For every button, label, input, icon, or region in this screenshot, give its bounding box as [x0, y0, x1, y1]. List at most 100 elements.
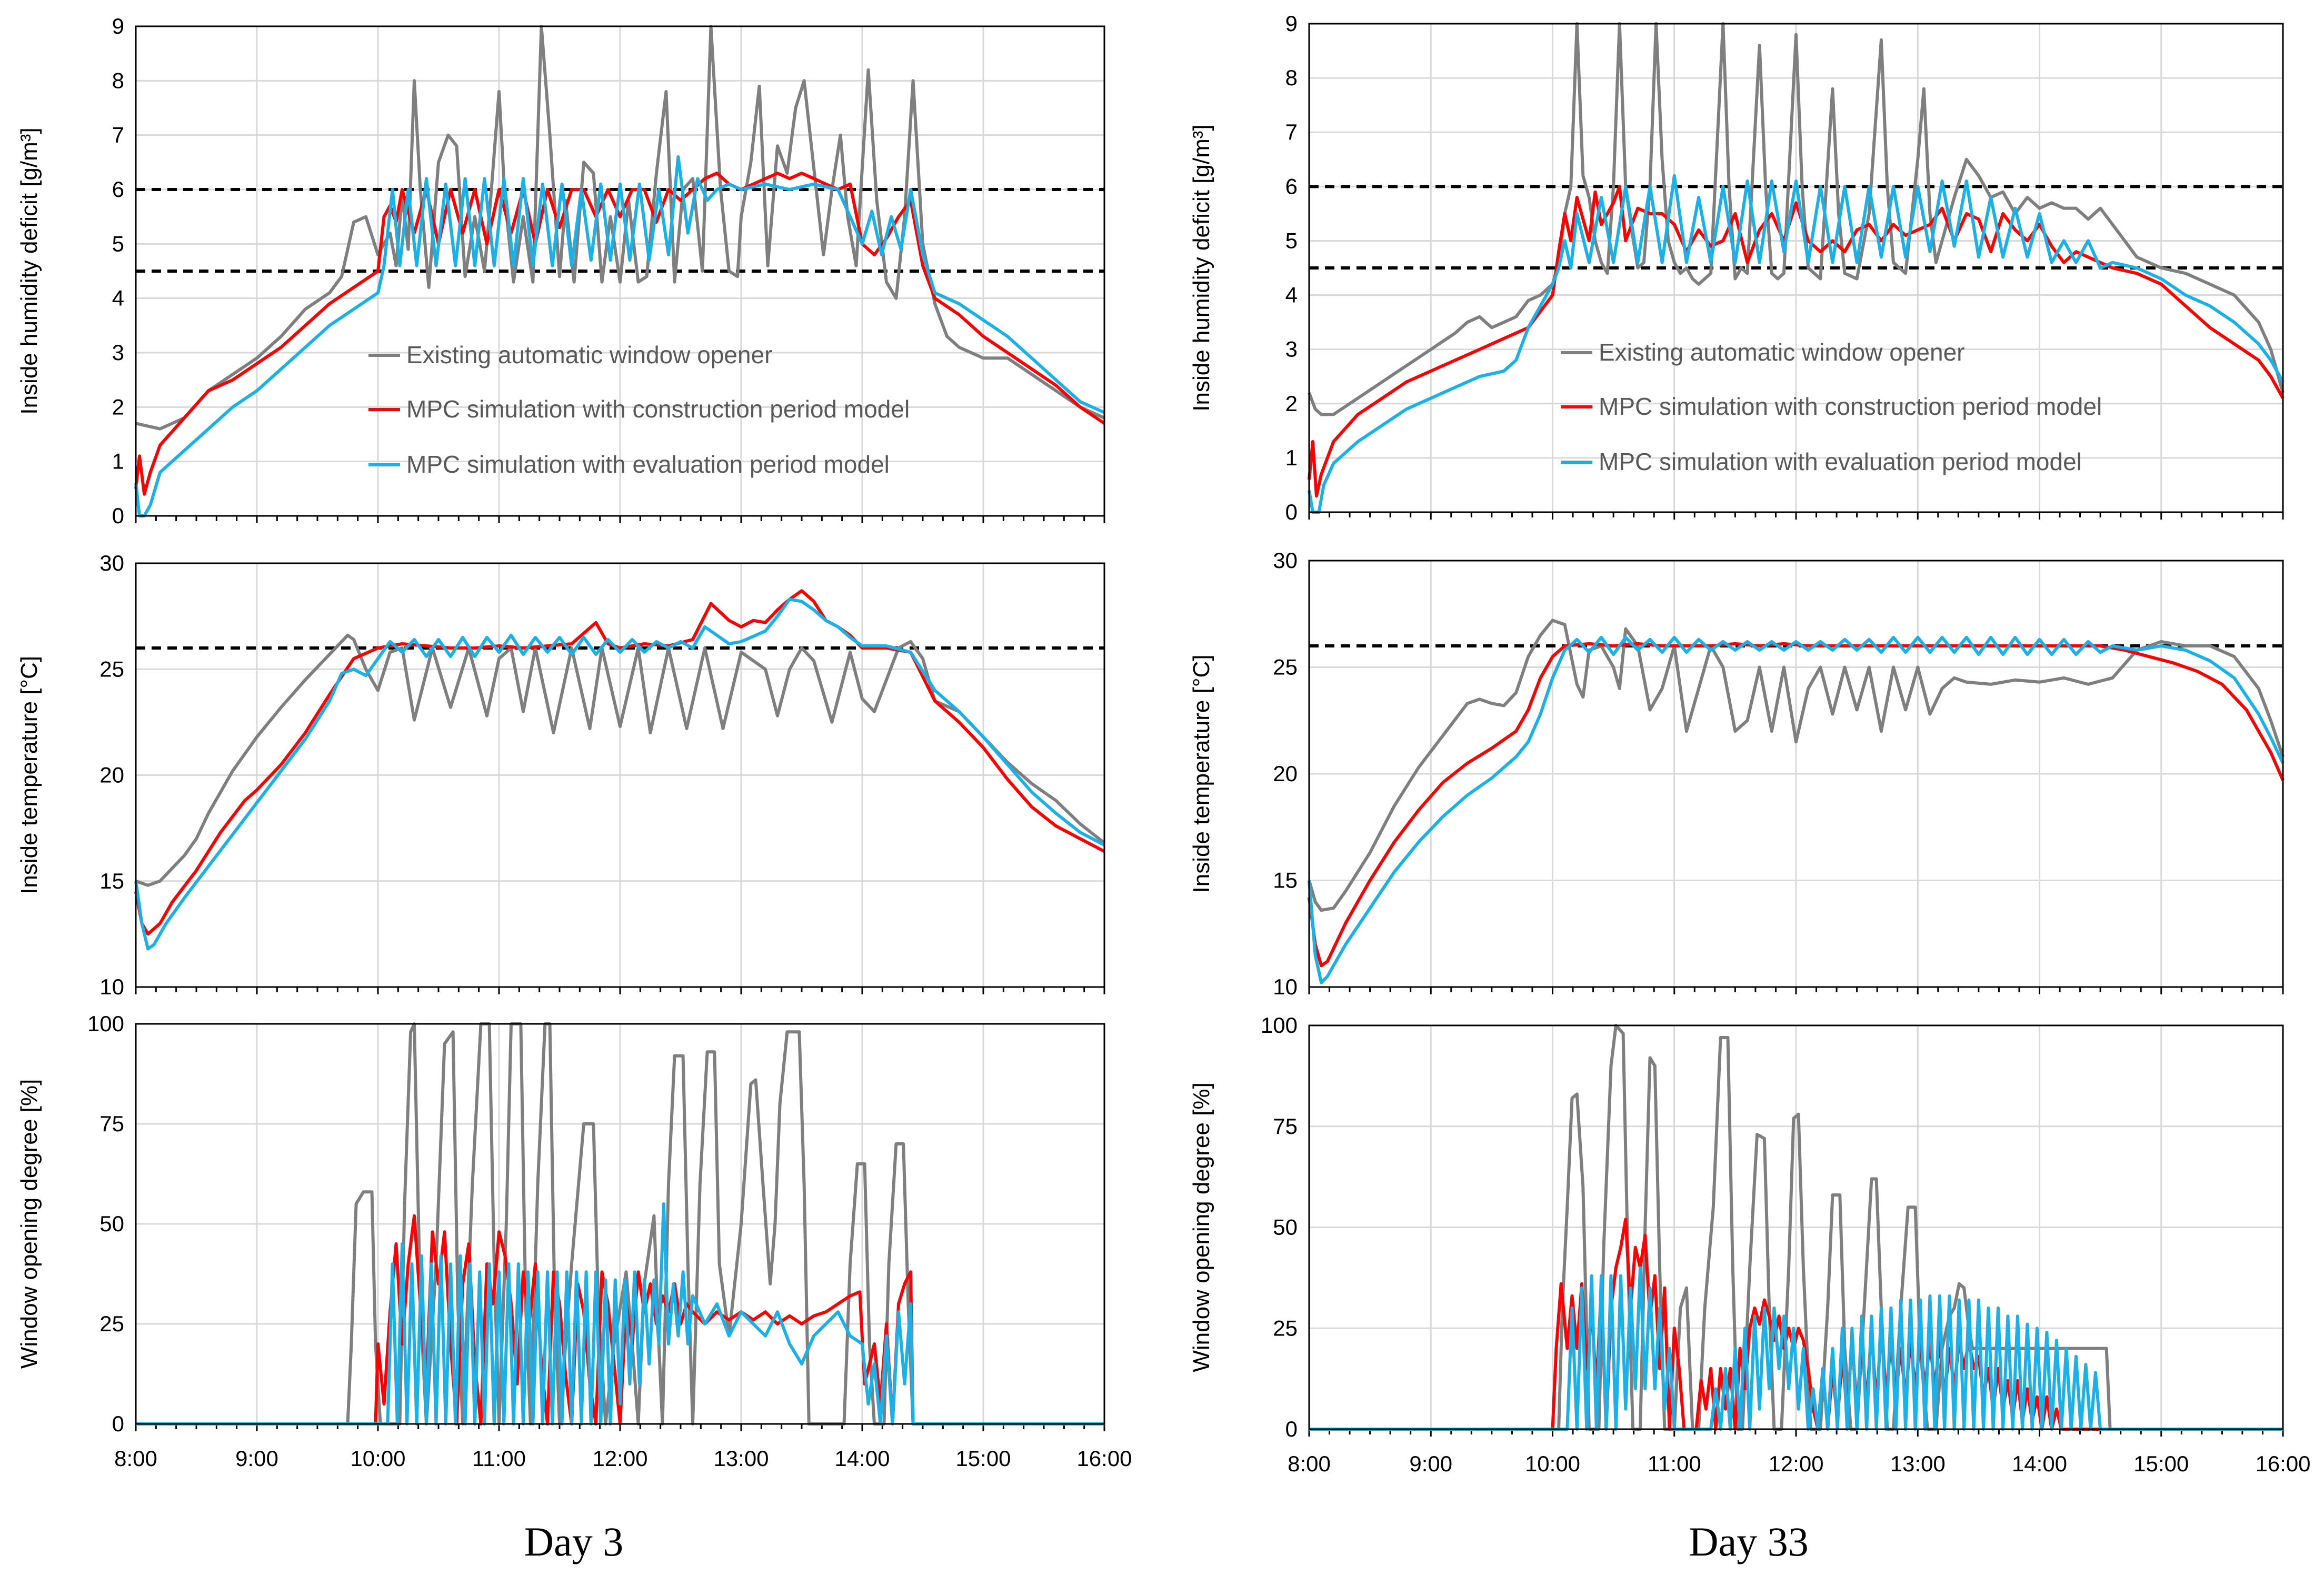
- legend-label-construction: MPC simulation with construction period …: [1599, 393, 2102, 420]
- x-tick-label: 8:00: [1288, 1451, 1331, 1476]
- series-evaluation: [1308, 635, 2285, 984]
- x-tick-label: 9:00: [235, 1446, 278, 1471]
- series-existing: [1308, 22, 2285, 416]
- y-axis-title: Window opening degree [%]: [16, 1079, 42, 1369]
- plot-frame: [1308, 23, 2284, 513]
- y-tick-label: 6: [112, 177, 124, 202]
- x-tick-label: 13:00: [713, 1446, 769, 1471]
- x-tick-label: 16:00: [1076, 1446, 1132, 1471]
- x-tick-label: 15:00: [955, 1446, 1011, 1471]
- legend-label-existing: Existing automatic window opener: [406, 341, 772, 368]
- x-tick-label: 11:00: [472, 1446, 526, 1471]
- y-tick-label: 5: [1285, 228, 1298, 253]
- x-tick-label: 9:00: [1409, 1451, 1452, 1476]
- legend-label-existing: Existing automatic window opener: [1599, 338, 1964, 366]
- x-tick-label: 16:00: [2255, 1451, 2310, 1476]
- series-construction: [1308, 642, 2285, 968]
- x-tick-label: 12:00: [1768, 1451, 1823, 1476]
- y-tick-label: 100: [87, 1011, 124, 1036]
- y-tick-label: 15: [1273, 868, 1298, 893]
- series-existing: [1308, 619, 2285, 912]
- plot-frame: [135, 25, 1105, 517]
- y-tick-label: 0: [1285, 500, 1298, 524]
- x-tick-label: 14:00: [2012, 1451, 2067, 1476]
- y-tick-label: 5: [112, 231, 124, 256]
- legend-label-evaluation: MPC simulation with evaluation period mo…: [406, 451, 890, 478]
- y-tick-label: 8: [112, 68, 124, 93]
- y-tick-label: 75: [1273, 1114, 1298, 1139]
- minor-ticks: [135, 516, 1105, 523]
- x-tick-label: 10:00: [1525, 1451, 1580, 1476]
- y-tick-label: 0: [112, 503, 124, 528]
- x-tick-label: 15:00: [2133, 1451, 2189, 1476]
- y-tick-label: 75: [99, 1111, 124, 1136]
- y-tick-label: 7: [1285, 119, 1298, 144]
- y-tick-label: 10: [99, 974, 124, 999]
- panel-1: 0 1 2 3 4 5 6 7 8 9 Inside humidity deficit [g/m³]…: [1189, 11, 2285, 524]
- plot-frame: [1308, 1024, 2284, 1430]
- panel-2: 10 15 20 25 30 Inside temperature [°C]: [16, 551, 1105, 999]
- y-tick-label: 100: [1261, 1013, 1298, 1038]
- x-tick-label: 13:00: [1890, 1451, 1946, 1476]
- y-tick-label: 9: [112, 14, 124, 38]
- y-tick-label: 25: [99, 656, 124, 681]
- y-tick-label: 0: [112, 1411, 124, 1436]
- plot-frame: [135, 562, 1105, 988]
- y-tick-label: 50: [99, 1211, 124, 1236]
- chart-day3: 0 1 2 3 4 5 6 7 8 9 Inside humidity deficit [g/m³]…: [16, 14, 1132, 1564]
- series-construction: [134, 172, 1105, 496]
- y-tick-label: 25: [1273, 655, 1298, 680]
- y-tick-label: 30: [1273, 548, 1298, 573]
- y-axis-title: Inside humidity deficit [g/m³]: [1189, 124, 1214, 411]
- y-tick-label: 20: [99, 763, 124, 788]
- minor-ticks: [1308, 512, 2284, 520]
- y-tick-label: 4: [1285, 283, 1298, 307]
- x-tick-label: 11:00: [1648, 1451, 1701, 1476]
- series-evaluation: [134, 155, 1105, 517]
- y-tick-label: 50: [1273, 1215, 1298, 1240]
- panel-1: 0 1 2 3 4 5 6 7 8 9 Inside humidity deficit [g/m³]…: [16, 14, 1105, 528]
- grid: [135, 1023, 1105, 1425]
- panel-2: 10 15 20 25 30 Inside temperature [°C]: [1189, 548, 2285, 999]
- y-tick-label: 3: [112, 340, 124, 365]
- y-tick-label: 8: [1285, 65, 1298, 90]
- y-axis-title: Inside humidity deficit [g/m³]: [16, 127, 42, 414]
- legend: Existing automatic window opener MPC simu…: [368, 341, 910, 478]
- y-tick-label: 1: [112, 449, 124, 474]
- legend-label-construction: MPC simulation with construction period …: [406, 395, 910, 423]
- panel-3: 0 25 50 75 100 Window opening degree [%] 8:00 9…: [16, 1011, 1132, 1471]
- y-tick-label: 0: [1285, 1417, 1298, 1441]
- y-tick-label: 1: [1285, 445, 1298, 470]
- y-tick-label: 15: [99, 869, 124, 893]
- series-construction: [1308, 185, 2285, 498]
- y-tick-label: 3: [1285, 337, 1298, 362]
- chart-day33: 0 1 2 3 4 5 6 7 8 9 Inside humidity deficit [g/m³]…: [1189, 11, 2311, 1564]
- legend: Existing automatic window opener MPC simu…: [1561, 338, 2102, 475]
- y-tick-label: 10: [1273, 974, 1298, 999]
- minor-ticks: [1308, 987, 2284, 994]
- x-tick-label: 10:00: [350, 1446, 405, 1471]
- x-tick-label: 14:00: [834, 1446, 890, 1471]
- plot-frame: [1308, 560, 2284, 988]
- x-tick-label: 12:00: [592, 1446, 647, 1471]
- x-tick-label: 8:00: [114, 1446, 157, 1471]
- y-tick-label: 7: [112, 123, 124, 147]
- y-tick-label: 20: [1273, 761, 1298, 786]
- series-existing: [136, 1022, 1104, 1426]
- legend-label-evaluation: MPC simulation with evaluation period mo…: [1599, 448, 2082, 475]
- y-tick-label: 2: [1285, 391, 1298, 416]
- minor-ticks: [135, 987, 1105, 994]
- chart-title: Day 3: [524, 1519, 623, 1564]
- y-axis-title: Inside temperature [°C]: [1189, 655, 1214, 893]
- y-tick-label: 9: [1285, 11, 1298, 36]
- y-tick-label: 25: [1273, 1315, 1298, 1340]
- chart-title: Day 33: [1689, 1519, 1808, 1564]
- series-evaluation: [136, 1202, 1104, 1426]
- series-evaluation: [134, 597, 1105, 951]
- y-axis-title: Inside temperature [°C]: [16, 656, 42, 894]
- y-tick-label: 25: [99, 1311, 124, 1336]
- y-tick-label: 30: [99, 551, 124, 575]
- panel-3: 0 25 50 75 100 Window opening degree [%] 8:00 9…: [1189, 1013, 2311, 1476]
- series-evaluation: [1308, 174, 2285, 514]
